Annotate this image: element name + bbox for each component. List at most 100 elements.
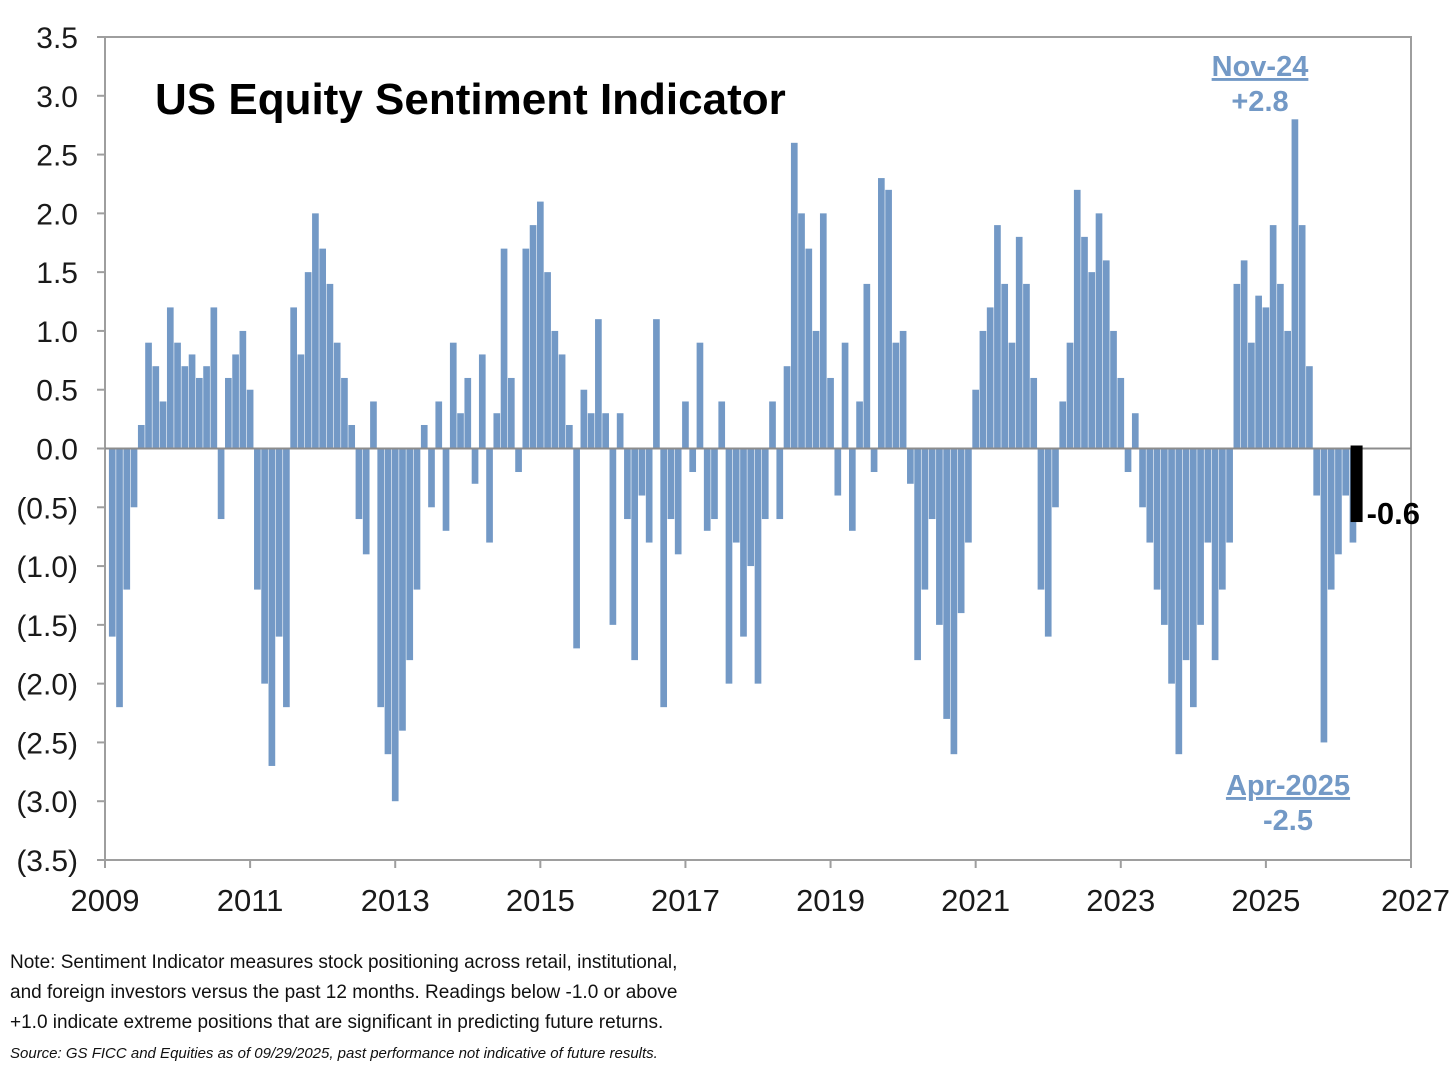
y-tick-label-5: 1.0 xyxy=(36,316,78,349)
bar-62 xyxy=(558,354,566,449)
footnote-line-3: +1.0 indicate extreme positions that are… xyxy=(10,1012,664,1033)
bar-10 xyxy=(181,366,189,449)
bar-127 xyxy=(1030,377,1038,449)
bar-83 xyxy=(711,448,718,520)
y-tick-label-1: 3.0 xyxy=(36,81,78,114)
bar-167 xyxy=(1320,448,1328,743)
footnote-line-2: and foreign investors versus the past 12… xyxy=(10,982,678,1003)
chart-title: US Equity Sentiment Indicator xyxy=(155,75,786,124)
bar-39 xyxy=(391,448,399,802)
x-tick-label-9: 2027 xyxy=(1381,883,1450,918)
bar-135 xyxy=(1088,272,1096,449)
bar-20 xyxy=(254,448,261,590)
bar-109 xyxy=(899,330,907,449)
bar-29 xyxy=(319,248,327,449)
bar-43 xyxy=(420,424,428,449)
bar-120 xyxy=(979,330,987,449)
bar-5 xyxy=(145,342,152,449)
bar-121 xyxy=(986,307,994,449)
bar-137 xyxy=(1102,260,1110,449)
bar-18 xyxy=(239,330,247,449)
bar-67 xyxy=(595,319,602,449)
bar-47 xyxy=(449,342,457,449)
bar-31 xyxy=(333,342,341,449)
bar-154 xyxy=(1226,448,1233,543)
bar-50 xyxy=(471,448,479,484)
bar-36 xyxy=(370,401,377,449)
bar-57 xyxy=(522,248,530,449)
bar-96 xyxy=(805,248,813,449)
bar-19 xyxy=(246,389,254,449)
y-tick-label-4: 1.5 xyxy=(36,257,78,290)
bar-153 xyxy=(1219,448,1226,590)
bar-46 xyxy=(442,448,450,531)
bar-108 xyxy=(892,342,900,449)
bar-84 xyxy=(718,401,726,449)
bar-141 xyxy=(1131,413,1139,449)
bar-166 xyxy=(1313,448,1321,496)
bar-13 xyxy=(203,366,210,449)
bar-125 xyxy=(1015,236,1023,449)
bar-60 xyxy=(544,272,551,449)
bar-168 xyxy=(1327,448,1335,590)
x-tick-label-0: 2009 xyxy=(71,883,140,918)
bar-28 xyxy=(312,213,319,449)
bar-41 xyxy=(406,448,414,661)
bar-79 xyxy=(682,401,689,449)
bar-75 xyxy=(653,319,660,449)
bar-48 xyxy=(457,413,464,449)
bar-0 xyxy=(108,448,116,637)
bar-91 xyxy=(769,401,776,449)
bar-117 xyxy=(957,448,965,614)
y-axis-tick-labels: 3.5 3.0 2.5 2.0 1.5 1.0 0.5 0.0 (0.5) (1.0) (1.5) (… xyxy=(16,22,105,878)
bar-140 xyxy=(1124,448,1132,473)
bar-69 xyxy=(609,448,617,625)
bar-9 xyxy=(174,342,181,449)
bar-63 xyxy=(566,424,573,449)
bar-105 xyxy=(870,448,878,473)
peak-annotation-date: Nov-24 xyxy=(1212,51,1309,83)
trough-annotation-date: Apr-2025 xyxy=(1226,770,1350,802)
bar-165 xyxy=(1306,366,1313,449)
y-tick-label-11: (2.0) xyxy=(16,669,78,702)
bar-116 xyxy=(950,448,958,755)
bar-32 xyxy=(341,377,348,449)
bar-26 xyxy=(297,354,305,449)
bar-37 xyxy=(377,448,385,708)
y-tick-label-13: (3.0) xyxy=(16,786,78,819)
y-tick-label-3: 2.0 xyxy=(36,198,78,231)
bar-49 xyxy=(464,377,472,449)
bar-139 xyxy=(1117,377,1125,449)
bar-163 xyxy=(1291,119,1299,449)
bar-71 xyxy=(624,448,631,520)
bar-95 xyxy=(798,213,805,449)
y-tick-label-9: (1.0) xyxy=(16,551,78,584)
x-axis-tick-labels: 2009 2011 2013 2015 2017 2019 2021 2023 2025 2027 xyxy=(71,860,1450,918)
bar-97 xyxy=(812,330,820,449)
bar-81 xyxy=(696,342,704,449)
bar-35 xyxy=(362,448,370,555)
bar-101 xyxy=(841,342,849,449)
x-tick-label-4: 2017 xyxy=(651,883,720,918)
x-tick-label-8: 2025 xyxy=(1231,883,1300,918)
bar-131 xyxy=(1059,401,1067,449)
bar-14 xyxy=(210,307,218,449)
bar-77 xyxy=(667,448,675,520)
bar-89 xyxy=(754,448,762,684)
bar-151 xyxy=(1204,448,1212,543)
y-tick-label-7: 0.0 xyxy=(36,434,78,467)
bar-55 xyxy=(507,377,515,449)
bar-102 xyxy=(848,448,856,531)
bar-113 xyxy=(928,448,936,520)
bar-147 xyxy=(1175,448,1183,755)
footnote-line-1: Note: Sentiment Indicator measures stock… xyxy=(10,952,678,973)
bar-21 xyxy=(261,448,268,684)
bar-70 xyxy=(616,413,624,449)
bar-33 xyxy=(348,424,356,449)
bar-133 xyxy=(1073,189,1081,449)
sentiment-chart: 3.5 3.0 2.5 2.0 1.5 1.0 0.5 0.0 (0.5) (1.0) (1.5) (… xyxy=(16,22,1450,918)
x-tick-label-7: 2023 xyxy=(1086,883,1155,918)
bar-104 xyxy=(863,283,871,449)
source-note: Source: GS FICC and Equities as of 09/29… xyxy=(10,1045,658,1062)
bar-23 xyxy=(275,448,283,637)
